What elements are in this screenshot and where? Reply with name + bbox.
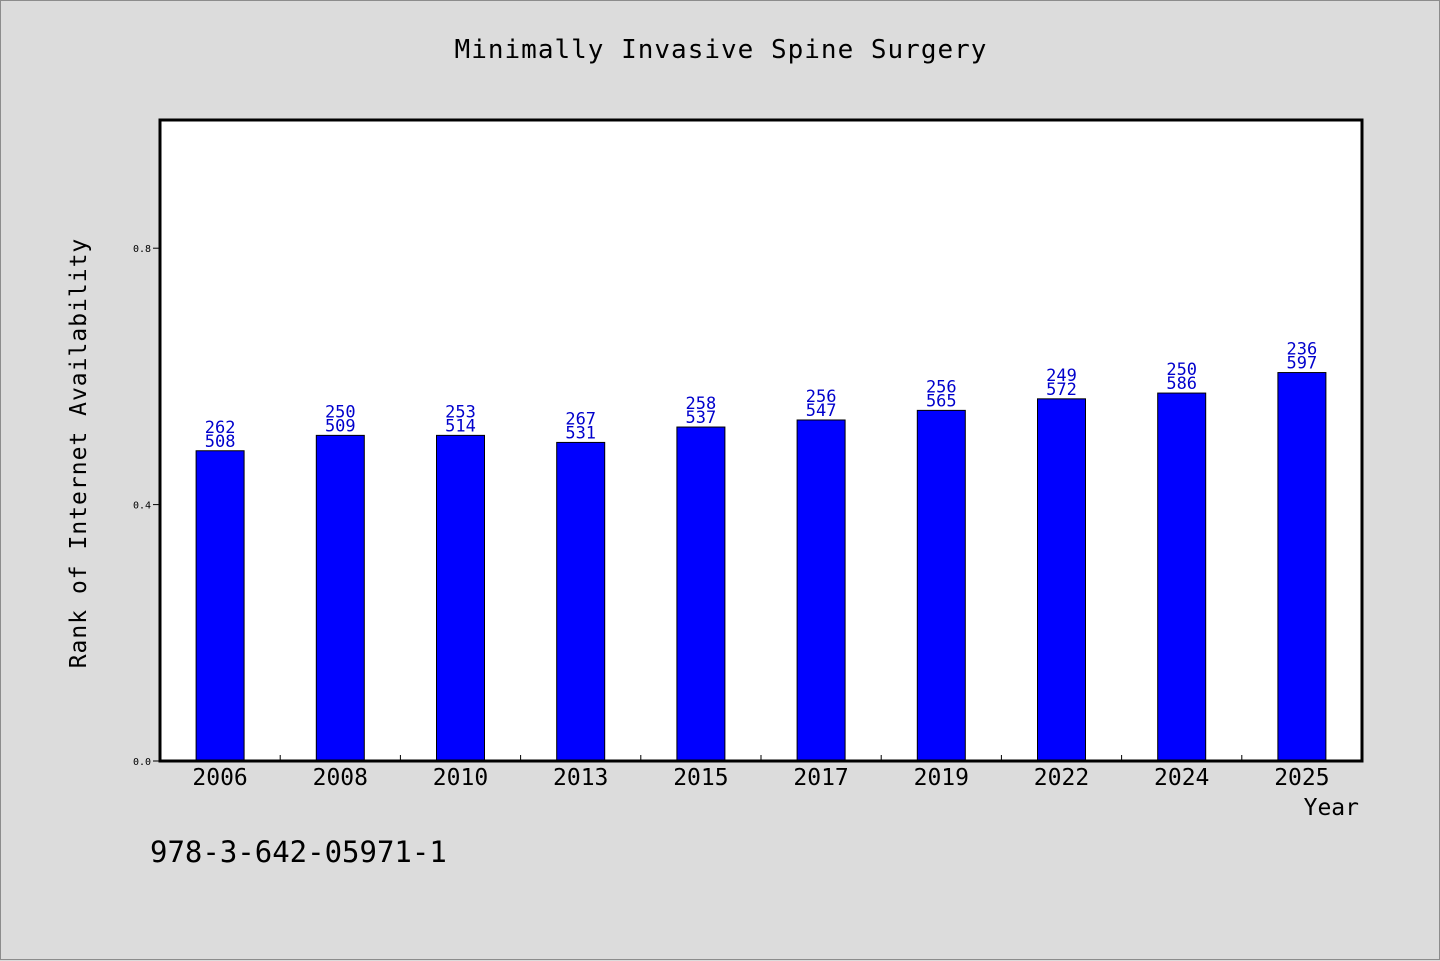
isbn-label: 978-3-642-05971-1 (150, 835, 447, 869)
bar-label-top: 256 (806, 387, 837, 407)
y-tick-label: 0.8 (133, 244, 151, 255)
bar (195, 450, 245, 762)
bar (556, 441, 606, 762)
bar-label-top: 249 (1046, 366, 1077, 386)
bar-label-bottom: 531 (565, 423, 596, 443)
bar-label-bottom: 514 (445, 416, 476, 436)
bar-label-bottom: 547 (806, 401, 837, 421)
chart-title: Minimally Invasive Spine Surgery (454, 35, 988, 65)
bar-label-bottom: 586 (1166, 374, 1197, 394)
bar-label-bottom: 597 (1287, 354, 1318, 374)
bars-group (195, 372, 1327, 762)
y-axis: 0.0 0.4 0.8 (133, 244, 160, 768)
bar-label-top: 250 (1166, 360, 1197, 380)
bar-label-bottom: 572 (1046, 380, 1077, 400)
bar-label-bottom: 537 (686, 408, 717, 428)
x-axis-title: Year (1303, 795, 1359, 821)
y-tick-label: 0.0 (133, 757, 151, 768)
bar (315, 434, 365, 762)
bar-label-top: 262 (205, 418, 236, 438)
bar (1157, 392, 1207, 762)
bar-label-bottom: 509 (325, 416, 356, 436)
bar-label-top: 236 (1287, 340, 1318, 360)
x-tick-label: 2006 (192, 765, 247, 791)
x-tick-label: 2024 (1154, 765, 1209, 791)
x-tick-label: 2025 (1274, 765, 1329, 791)
bar (676, 426, 726, 762)
bar (436, 434, 485, 762)
x-tick-label: 2008 (313, 765, 368, 791)
bar-label-top: 256 (926, 377, 957, 397)
bar (796, 419, 846, 762)
bar (1277, 372, 1327, 762)
x-axis: 2006 2008 2010 2013 2015 2017 2019 2022 2024 2025 (192, 755, 1330, 791)
bar-label-top: 258 (686, 394, 717, 414)
y-tick-label: 0.4 (133, 501, 151, 512)
bar-label-bottom: 508 (205, 432, 236, 452)
bar-label-top: 253 (445, 402, 476, 422)
x-tick-label: 2015 (673, 765, 728, 791)
x-tick-label: 2013 (553, 765, 608, 791)
x-tick-label: 2010 (433, 765, 488, 791)
bar-label-top: 267 (565, 409, 596, 429)
x-tick-label: 2017 (793, 765, 848, 791)
bar (1037, 398, 1086, 762)
x-tick-label: 2022 (1034, 765, 1089, 791)
bar-label-top: 250 (325, 402, 356, 422)
bar (916, 409, 966, 762)
bar-label-bottom: 565 (926, 391, 957, 411)
plot-border (158, 118, 1364, 763)
x-tick-label: 2019 (914, 765, 969, 791)
